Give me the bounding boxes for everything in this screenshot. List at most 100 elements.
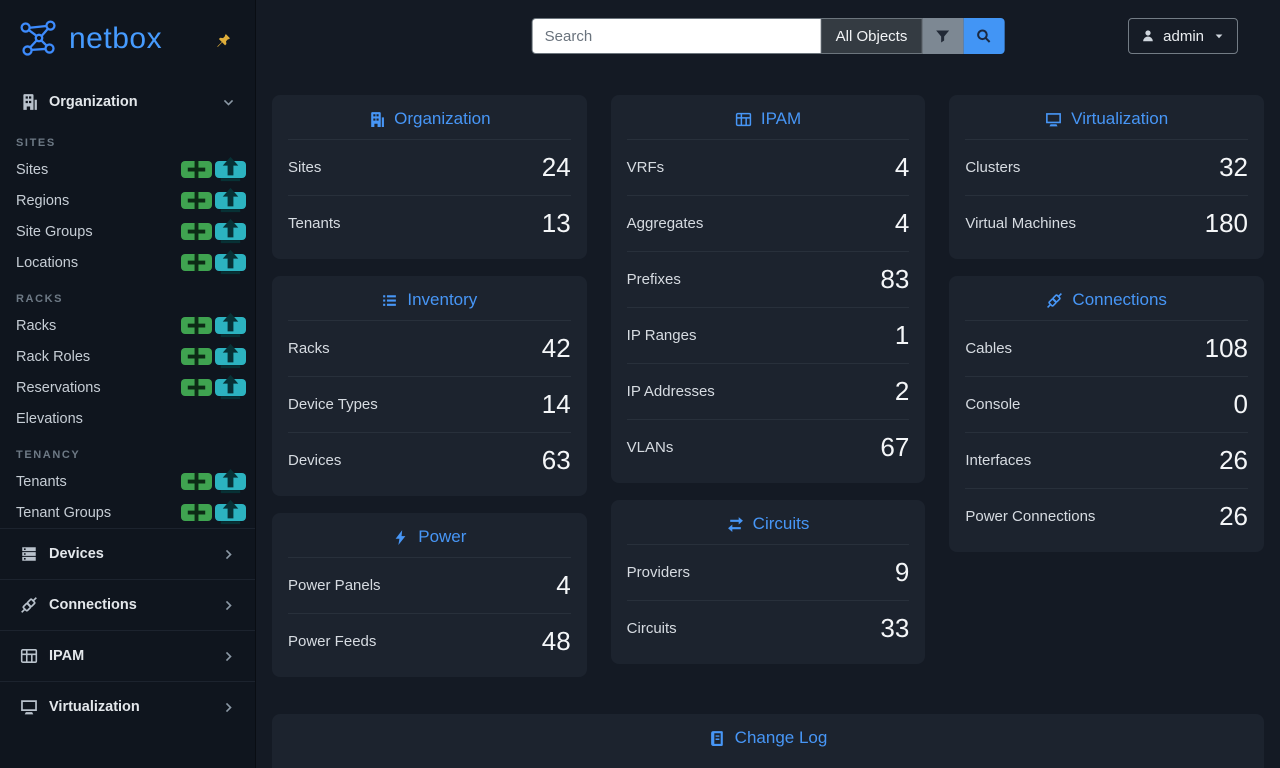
card-title-label: IPAM — [760, 109, 802, 128]
add-button[interactable] — [181, 378, 212, 397]
stat-value[interactable]: 24 — [541, 152, 571, 182]
brand: netbox — [0, 0, 255, 78]
sidebar-link[interactable]: Tenant Groups — [16, 504, 112, 521]
import-button[interactable] — [215, 468, 246, 494]
sidebar-link[interactable]: Locations — [16, 254, 79, 271]
stat-value[interactable]: 83 — [880, 264, 910, 294]
object-type-button[interactable]: All Objects — [821, 18, 923, 54]
stat-value[interactable]: 180 — [1204, 208, 1249, 238]
stat-label[interactable]: Circuits — [626, 620, 677, 637]
stat-label[interactable]: Sites — [288, 159, 322, 176]
stat-value[interactable]: 4 — [894, 208, 910, 238]
sidebar-link[interactable]: Regions — [16, 192, 70, 209]
chevron-down-icon — [222, 96, 235, 109]
stat-label[interactable]: Cables — [965, 340, 1013, 357]
import-button[interactable] — [215, 499, 246, 525]
sidebar-section-connections[interactable]: Connections — [0, 579, 255, 630]
add-button[interactable] — [181, 316, 212, 335]
stat-label[interactable]: Power Panels — [288, 577, 381, 594]
sidebar-link[interactable]: Elevations — [16, 410, 83, 427]
sidebar-section-ipam[interactable]: IPAM — [0, 630, 255, 681]
sidebar-link[interactable]: Sites — [16, 161, 49, 178]
add-button[interactable] — [181, 160, 212, 179]
pin-icon[interactable] — [216, 32, 231, 47]
filter-button[interactable] — [922, 18, 964, 54]
import-button[interactable] — [215, 156, 246, 182]
stat-value[interactable]: 32 — [1219, 152, 1249, 182]
dashboard-column: IPAM VRFs 4 Aggregates 4 Prefixes 83 IP Ranges 1… — [610, 95, 926, 664]
stat-value[interactable]: 1 — [894, 320, 910, 350]
sidebar-link[interactable]: Site Groups — [16, 223, 93, 240]
sidebar-link[interactable]: Tenants — [16, 473, 67, 490]
stat-value[interactable]: 4 — [556, 570, 571, 600]
sidebar-item-racks: Racks — [0, 310, 255, 341]
stat-label[interactable]: Device Types — [288, 396, 378, 413]
import-button[interactable] — [215, 187, 246, 213]
stat-label[interactable]: Devices — [288, 452, 342, 469]
sidebar-section-label: Virtualization — [49, 699, 140, 715]
sidebar-link[interactable]: Reservations — [16, 379, 101, 396]
add-button[interactable] — [181, 347, 212, 366]
search-input[interactable] — [531, 18, 822, 54]
stat-value[interactable]: 4 — [894, 152, 910, 182]
stat-label[interactable]: Prefixes — [626, 271, 681, 288]
stat-value[interactable]: 67 — [880, 432, 910, 462]
stat-value[interactable]: 42 — [541, 333, 571, 363]
add-button[interactable] — [181, 472, 212, 491]
stat-label[interactable]: Virtual Machines — [965, 215, 1076, 232]
card-power: Power Power Panels 4 Power Feeds 48 — [272, 513, 587, 677]
user-menu-button[interactable]: admin — [1128, 18, 1238, 54]
stat-label[interactable]: Clusters — [965, 159, 1021, 176]
stat-label[interactable]: IP Addresses — [626, 383, 715, 400]
sidebar-link[interactable]: Rack Roles — [16, 348, 91, 365]
import-button[interactable] — [215, 312, 246, 338]
stat-label[interactable]: Interfaces — [965, 452, 1032, 469]
stat-label[interactable]: IP Ranges — [626, 327, 697, 344]
sidebar-group-heading: SITES — [16, 137, 56, 149]
stat-value[interactable]: 0 — [1233, 389, 1249, 419]
import-button[interactable] — [215, 249, 246, 275]
stat-label[interactable]: VRFs — [626, 159, 665, 176]
card-organization: Organization Sites 24 Tenants 13 — [272, 95, 587, 259]
dashboard: Organization Sites 24 Tenants 13 Inventory Rac… — [272, 95, 1265, 677]
stat-label[interactable]: Power Feeds — [288, 633, 377, 650]
card-circuits: Circuits Providers 9 Circuits 33 — [610, 500, 926, 664]
import-button[interactable] — [215, 218, 246, 244]
sidebar-section-organization[interactable]: Organization — [0, 82, 255, 122]
search-button[interactable] — [963, 18, 1005, 54]
virtualization-icon — [1045, 111, 1062, 128]
sidebar-item-reservations: Reservations — [0, 372, 255, 403]
stat-label[interactable]: Tenants — [288, 215, 341, 232]
stat-value[interactable]: 9 — [894, 557, 910, 587]
stat-row-devices: Devices 63 — [288, 432, 571, 488]
sidebar-section-devices[interactable]: Devices — [0, 528, 255, 579]
stat-value[interactable]: 33 — [880, 613, 910, 643]
add-button[interactable] — [181, 191, 212, 210]
stat-label[interactable]: Power Connections — [965, 508, 1096, 525]
stat-value[interactable]: 26 — [1219, 445, 1249, 475]
add-button[interactable] — [181, 503, 212, 522]
stat-label[interactable]: Racks — [288, 340, 330, 357]
add-button[interactable] — [181, 222, 212, 241]
stat-row-clusters: Clusters 32 — [965, 139, 1249, 195]
import-button[interactable] — [215, 343, 246, 369]
stat-label[interactable]: Aggregates — [626, 215, 704, 232]
import-button[interactable] — [215, 374, 246, 400]
stat-label[interactable]: Providers — [626, 564, 691, 581]
sidebar-link[interactable]: Racks — [16, 317, 57, 334]
card-inventory: Inventory Racks 42 Device Types 14 Devices 63 — [272, 276, 587, 496]
stat-value[interactable]: 26 — [1219, 501, 1249, 531]
stat-value[interactable]: 13 — [541, 208, 571, 238]
sidebar-section-virtualization[interactable]: Virtualization — [0, 681, 255, 732]
changelog-icon — [709, 730, 726, 747]
stat-label[interactable]: Console — [965, 396, 1021, 413]
stat-value[interactable]: 108 — [1204, 333, 1249, 363]
stat-value[interactable]: 63 — [541, 445, 571, 475]
stat-value[interactable]: 2 — [894, 376, 910, 406]
stat-value[interactable]: 48 — [541, 626, 571, 656]
stat-label[interactable]: VLANs — [626, 439, 674, 456]
stat-row-vlans: VLANs 67 — [626, 419, 910, 475]
add-button[interactable] — [181, 253, 212, 272]
stat-value[interactable]: 14 — [541, 389, 571, 419]
